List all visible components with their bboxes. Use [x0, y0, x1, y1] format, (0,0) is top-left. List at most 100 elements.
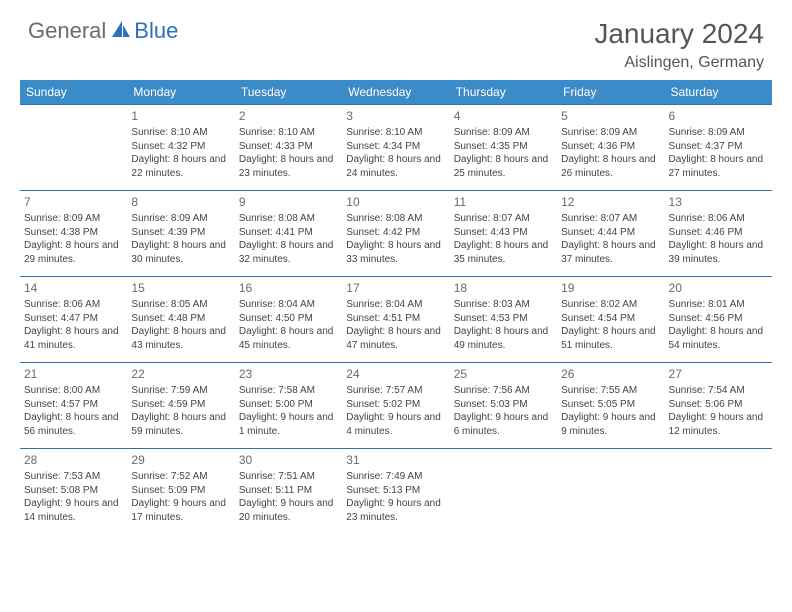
daylight-line: Daylight: 9 hours and 6 minutes. — [454, 411, 553, 438]
daylight-line: Daylight: 8 hours and 35 minutes. — [454, 239, 553, 266]
day-header: Sunday — [20, 80, 127, 105]
sunrise-line: Sunrise: 7:57 AM — [346, 384, 445, 398]
day-cell: 17Sunrise: 8:04 AMSunset: 4:51 PMDayligh… — [342, 277, 449, 363]
daylight-line: Daylight: 8 hours and 29 minutes. — [24, 239, 123, 266]
sunset-line: Sunset: 4:47 PM — [24, 312, 123, 326]
day-number: 8 — [131, 194, 230, 210]
page-header: General Blue January 2024 Aislingen, Ger… — [0, 0, 792, 80]
day-number: 30 — [239, 452, 338, 468]
sunrise-line: Sunrise: 8:04 AM — [239, 298, 338, 312]
day-number: 10 — [346, 194, 445, 210]
daylight-line: Daylight: 8 hours and 22 minutes. — [131, 153, 230, 180]
sunrise-line: Sunrise: 8:05 AM — [131, 298, 230, 312]
day-cell: 16Sunrise: 8:04 AMSunset: 4:50 PMDayligh… — [235, 277, 342, 363]
sunset-line: Sunset: 4:35 PM — [454, 140, 553, 154]
day-cell: 22Sunrise: 7:59 AMSunset: 4:59 PMDayligh… — [127, 363, 234, 449]
day-number: 17 — [346, 280, 445, 296]
day-cell — [557, 449, 664, 535]
day-number: 21 — [24, 366, 123, 382]
day-cell: 11Sunrise: 8:07 AMSunset: 4:43 PMDayligh… — [450, 191, 557, 277]
day-cell: 30Sunrise: 7:51 AMSunset: 5:11 PMDayligh… — [235, 449, 342, 535]
daylight-line: Daylight: 8 hours and 33 minutes. — [346, 239, 445, 266]
day-cell: 18Sunrise: 8:03 AMSunset: 4:53 PMDayligh… — [450, 277, 557, 363]
day-number: 27 — [669, 366, 768, 382]
day-cell: 9Sunrise: 8:08 AMSunset: 4:41 PMDaylight… — [235, 191, 342, 277]
day-cell: 21Sunrise: 8:00 AMSunset: 4:57 PMDayligh… — [20, 363, 127, 449]
daylight-line: Daylight: 9 hours and 23 minutes. — [346, 497, 445, 524]
title-block: January 2024 Aislingen, Germany — [594, 18, 764, 72]
daylight-line: Daylight: 8 hours and 43 minutes. — [131, 325, 230, 352]
daylight-line: Daylight: 9 hours and 17 minutes. — [131, 497, 230, 524]
sunrise-line: Sunrise: 8:00 AM — [24, 384, 123, 398]
day-cell: 26Sunrise: 7:55 AMSunset: 5:05 PMDayligh… — [557, 363, 664, 449]
sunrise-line: Sunrise: 8:10 AM — [239, 126, 338, 140]
sunset-line: Sunset: 5:06 PM — [669, 398, 768, 412]
calendar-week-row: 21 Sunrise: 8:00 AMSunset: 4:57 PM Dayligh… — [20, 363, 772, 449]
day-cell: 31Sunrise: 7:49 AMSunset: 5:13 PMDayligh… — [342, 449, 449, 535]
sunset-line: Sunset: 4:34 PM — [346, 140, 445, 154]
calendar-body: 1Sunrise: 8:10 AMSunset: 4:32 PMDaylight… — [20, 105, 772, 535]
sunset-line: Sunset: 4:44 PM — [561, 226, 660, 240]
sunrise-line: Sunrise: 7:58 AM — [239, 384, 338, 398]
sunrise-line: Sunrise: 8:01 AM — [669, 298, 768, 312]
sunset-line: Sunset: 4:41 PM — [239, 226, 338, 240]
day-number: 1 — [131, 108, 230, 124]
daylight-line: Daylight: 8 hours and 25 minutes. — [454, 153, 553, 180]
day-cell: 1Sunrise: 8:10 AMSunset: 4:32 PMDaylight… — [127, 105, 234, 191]
day-number: 25 — [454, 366, 553, 382]
day-number: 11 — [454, 194, 553, 210]
sunrise-line: Sunrise: 8:06 AM — [669, 212, 768, 226]
daylight-line: Daylight: 8 hours and 27 minutes. — [669, 153, 768, 180]
sunrise-line: Sunrise: 8:08 AM — [346, 212, 445, 226]
sunrise-line: Sunrise: 8:09 AM — [131, 212, 230, 226]
sunset-line: Sunset: 4:57 PM — [24, 398, 123, 412]
calendar-table: SundayMondayTuesdayWednesdayThursdayFrid… — [20, 80, 772, 535]
day-cell: 19Sunrise: 8:02 AMSunset: 4:54 PMDayligh… — [557, 277, 664, 363]
day-cell: 28Sunrise: 7:53 AMSunset: 5:08 PMDayligh… — [20, 449, 127, 535]
day-number: 14 — [24, 280, 123, 296]
day-cell — [665, 449, 772, 535]
day-cell — [450, 449, 557, 535]
day-cell: 7Sunrise: 8:09 AMSunset: 4:38 PMDaylight… — [20, 191, 127, 277]
daylight-line: Daylight: 8 hours and 39 minutes. — [669, 239, 768, 266]
daylight-line: Daylight: 9 hours and 20 minutes. — [239, 497, 338, 524]
sunset-line: Sunset: 4:36 PM — [561, 140, 660, 154]
day-header: Tuesday — [235, 80, 342, 105]
sunrise-line: Sunrise: 7:56 AM — [454, 384, 553, 398]
daylight-line: Daylight: 8 hours and 30 minutes. — [131, 239, 230, 266]
sunset-line: Sunset: 4:59 PM — [131, 398, 230, 412]
sunrise-line: Sunrise: 8:07 AM — [454, 212, 553, 226]
sunset-line: Sunset: 5:08 PM — [24, 484, 123, 498]
sunrise-line: Sunrise: 8:02 AM — [561, 298, 660, 312]
daylight-line: Daylight: 8 hours and 51 minutes. — [561, 325, 660, 352]
day-number: 6 — [669, 108, 768, 124]
logo-text-general: General — [28, 18, 106, 44]
day-cell: 5Sunrise: 8:09 AMSunset: 4:36 PMDaylight… — [557, 105, 664, 191]
day-number: 24 — [346, 366, 445, 382]
sunset-line: Sunset: 5:05 PM — [561, 398, 660, 412]
calendar-week-row: 7Sunrise: 8:09 AMSunset: 4:38 PMDaylight… — [20, 191, 772, 277]
sunset-line: Sunset: 5:09 PM — [131, 484, 230, 498]
calendar-head: SundayMondayTuesdayWednesdayThursdayFrid… — [20, 80, 772, 105]
day-number: 13 — [669, 194, 768, 210]
day-number: 5 — [561, 108, 660, 124]
day-number: 3 — [346, 108, 445, 124]
month-title: January 2024 — [594, 18, 764, 50]
location-label: Aislingen, Germany — [594, 54, 764, 72]
sunset-line: Sunset: 5:13 PM — [346, 484, 445, 498]
logo-text-blue: Blue — [134, 18, 178, 44]
day-header: Friday — [557, 80, 664, 105]
day-header: Saturday — [665, 80, 772, 105]
daylight-line: Daylight: 8 hours and 37 minutes. — [561, 239, 660, 266]
day-header: Thursday — [450, 80, 557, 105]
sunset-line: Sunset: 4:46 PM — [669, 226, 768, 240]
daylight-line: Daylight: 9 hours and 4 minutes. — [346, 411, 445, 438]
sunset-line: Sunset: 4:39 PM — [131, 226, 230, 240]
sunrise-line: Sunrise: 8:08 AM — [239, 212, 338, 226]
sunset-line: Sunset: 4:42 PM — [346, 226, 445, 240]
sunset-line: Sunset: 4:37 PM — [669, 140, 768, 154]
day-number: 19 — [561, 280, 660, 296]
day-number: 31 — [346, 452, 445, 468]
sunrise-line: Sunrise: 8:09 AM — [24, 212, 123, 226]
sunrise-line: Sunrise: 8:04 AM — [346, 298, 445, 312]
